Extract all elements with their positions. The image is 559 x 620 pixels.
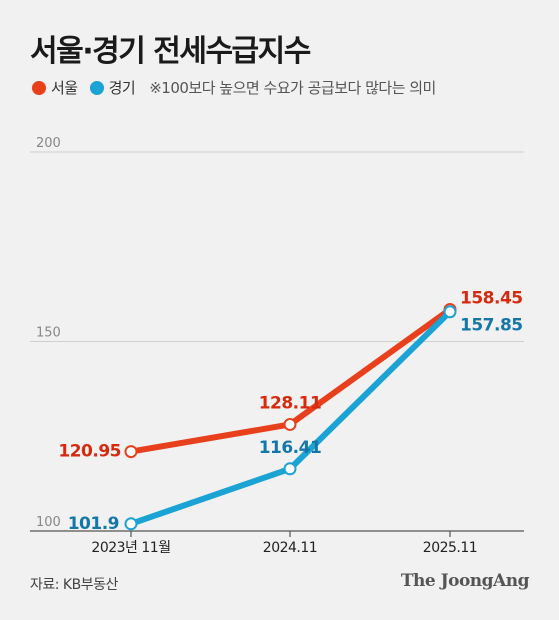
y-tick-label: 150 [36, 326, 61, 341]
y-tick-label: 100 [36, 515, 61, 530]
legend-label-gyeonggi: 경기 [108, 79, 136, 97]
data-label: 120.95 [58, 442, 121, 462]
seoul-marker-icon [32, 80, 46, 95]
chart-title: 서울·경기 전세수급지수 [30, 34, 311, 69]
source-text: 자료: KB부동산 [30, 577, 118, 593]
legend-label-seoul: 서울 [51, 79, 78, 97]
data-label: 116.41 [259, 438, 322, 458]
x-tick-label: 2025.11 [423, 540, 477, 556]
x-tick-label: 2023년 11월 [91, 540, 170, 556]
x-tick-label: 2024.11 [263, 540, 317, 556]
data-point [443, 305, 457, 319]
data-label: 128.11 [259, 393, 322, 413]
data-point [124, 445, 138, 459]
data-point [124, 517, 138, 531]
data-label: 157.85 [460, 316, 523, 336]
legend-item-gyeonggi: 경기 [89, 77, 136, 98]
legend-note: ※100보다 높으면 수요가 공급보다 많다는 의미 [149, 79, 436, 97]
data-point [283, 417, 297, 431]
gyeonggi-marker-icon [89, 80, 104, 95]
data-label: 101.9 [68, 514, 119, 534]
legend-item-seoul: 서울 [32, 77, 78, 98]
legend: 서울 경기 ※100보다 높으면 수요가 공급보다 많다는 의미 [32, 77, 436, 98]
publisher-logo: The JoongAng [400, 571, 530, 591]
y-tick-label: 200 [36, 136, 61, 151]
data-point [283, 462, 297, 476]
data-label: 158.45 [460, 288, 523, 308]
